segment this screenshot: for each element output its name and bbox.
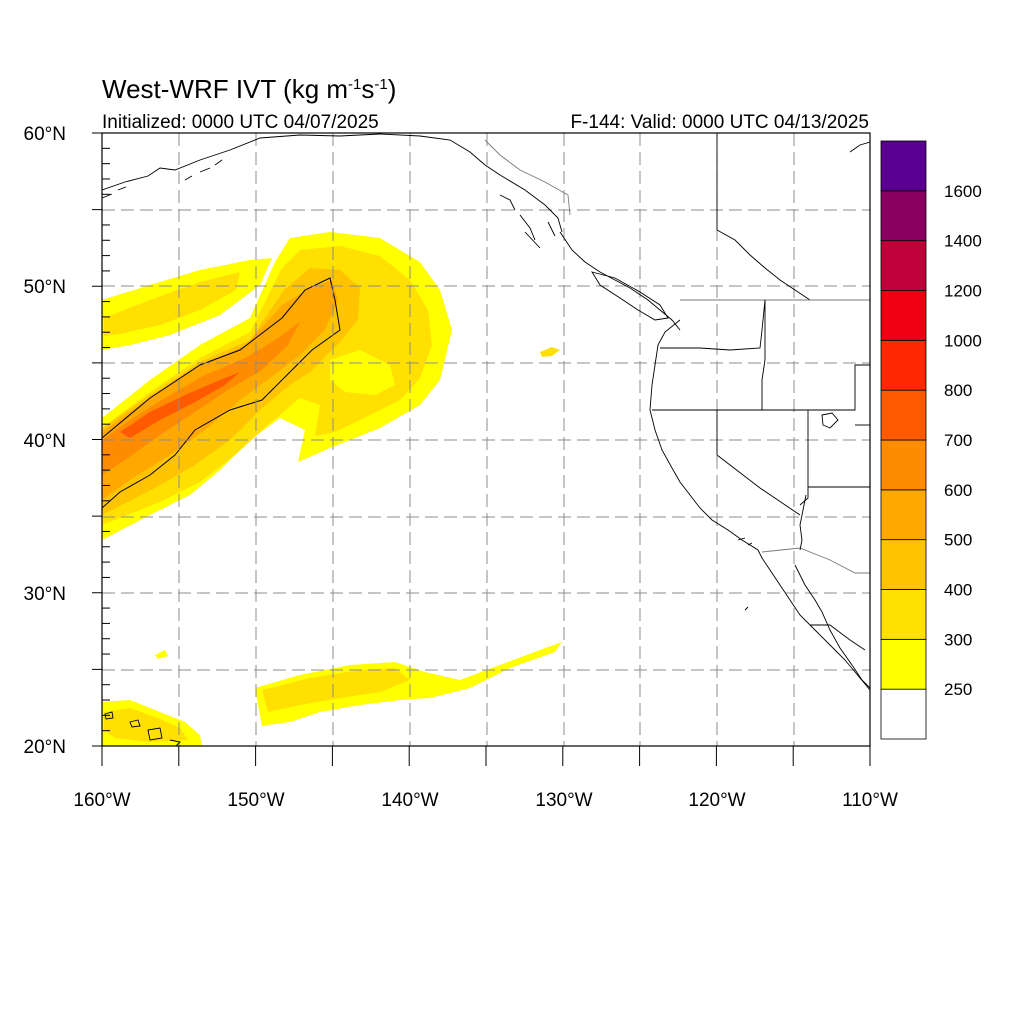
idaho-border bbox=[761, 300, 766, 410]
lat-label-20n: 20°N bbox=[24, 737, 66, 758]
colorbar-label: 600 bbox=[944, 481, 972, 500]
colorbar-swatch bbox=[880, 190, 927, 242]
colorbar-swatch bbox=[880, 638, 927, 690]
lat-label-40n: 40°N bbox=[24, 431, 66, 452]
lon-label-150w: 150°W bbox=[227, 790, 284, 811]
alaska-panhandle-islands bbox=[499, 194, 556, 249]
lat-label-30n: 30°N bbox=[24, 584, 66, 605]
colorbar-swatch bbox=[880, 539, 927, 590]
lat-label-60n: 60°N bbox=[24, 124, 66, 145]
lake-outline bbox=[821, 412, 839, 429]
colorbar-label: 500 bbox=[944, 531, 972, 550]
vancouver-island bbox=[591, 271, 669, 321]
arizona-border-line bbox=[799, 494, 807, 551]
colorbar-label: 1600 bbox=[944, 182, 982, 201]
ivt-comma-gap bbox=[330, 350, 395, 395]
colorbar: 250 300 400 500 600 700 800 1000 1200 1400 1600 bbox=[880, 140, 982, 740]
colorbar-label: 250 bbox=[944, 680, 972, 699]
alaska-coast bbox=[102, 133, 563, 233]
valid-time-label: F-144: Valid: 0000 UTC 04/13/2025 bbox=[570, 112, 869, 133]
colorbar-label: 1400 bbox=[944, 232, 982, 251]
lon-axis-labels: 160°W 150°W 140°W 130°W 120°W 110°W bbox=[73, 790, 898, 811]
lon-label-130w: 130°W bbox=[535, 790, 592, 811]
hawaii-islands bbox=[104, 711, 181, 746]
figure-title: West-WRF IVT (kg m-1s-1) bbox=[102, 74, 396, 104]
colorbar-swatch bbox=[880, 688, 927, 740]
nevada-utah-border bbox=[799, 410, 809, 506]
colorbar-label: 700 bbox=[944, 431, 972, 450]
ivt-shading bbox=[102, 232, 562, 746]
lon-label-120w: 120°W bbox=[688, 790, 745, 811]
colorbar-label: 1000 bbox=[944, 331, 982, 350]
colorbar-swatch bbox=[880, 489, 927, 541]
ivt-subtropical-band bbox=[255, 642, 562, 726]
ivt-speck-sw1 bbox=[155, 650, 168, 659]
political-boundaries bbox=[484, 133, 870, 651]
colorbar-swatch bbox=[880, 290, 927, 341]
sonora-border bbox=[810, 624, 866, 651]
channel-islands bbox=[737, 537, 753, 611]
washington-oregon-border bbox=[660, 299, 766, 351]
california-nevada-border bbox=[716, 410, 801, 516]
lon-label-110w: 110°W bbox=[842, 790, 898, 811]
colorbar-label: 800 bbox=[944, 381, 972, 400]
colorbar-label: 1200 bbox=[944, 282, 982, 301]
map-panel bbox=[102, 133, 870, 746]
lon-label-140w: 140°W bbox=[381, 790, 438, 811]
init-time-label: Initialized: 0000 UTC 04/07/2025 bbox=[102, 112, 379, 133]
baja-gulf-coast bbox=[794, 564, 870, 689]
ivt-hawaii-core bbox=[104, 708, 188, 742]
ivt-northwest-band-core bbox=[104, 272, 240, 336]
axis-ticks bbox=[92, 132, 871, 766]
us-west-coast bbox=[649, 319, 870, 691]
ivt-ar-700 bbox=[120, 372, 240, 438]
colorbar-swatch bbox=[880, 589, 927, 640]
colorbar-label: 400 bbox=[944, 581, 972, 600]
colorbar-swatch bbox=[880, 240, 927, 291]
ivt-subtropical-core bbox=[262, 668, 410, 712]
ivt-contour-line bbox=[102, 277, 341, 509]
lat-axis-labels: 20°N 30°N 40°N 50°N 60°N bbox=[24, 124, 66, 758]
colorbar-label: 300 bbox=[944, 630, 972, 649]
aleutian-islands bbox=[102, 159, 223, 199]
bc-alaska-border bbox=[484, 139, 571, 216]
lon-label-160w: 160°W bbox=[73, 790, 130, 811]
us-mexico-border bbox=[761, 547, 870, 574]
colorbar-swatch bbox=[880, 439, 927, 491]
colorbar-swatch bbox=[880, 389, 927, 441]
ivt-speck-east bbox=[540, 347, 560, 357]
coastlines bbox=[102, 133, 870, 746]
colorbar-swatch bbox=[880, 339, 927, 391]
colorbar-swatch bbox=[880, 140, 927, 192]
canada-province-border bbox=[716, 229, 811, 301]
graticule bbox=[102, 133, 870, 746]
oregon-california-border bbox=[652, 364, 870, 411]
lat-label-50n: 50°N bbox=[24, 277, 66, 298]
north-coast-east bbox=[849, 141, 870, 153]
